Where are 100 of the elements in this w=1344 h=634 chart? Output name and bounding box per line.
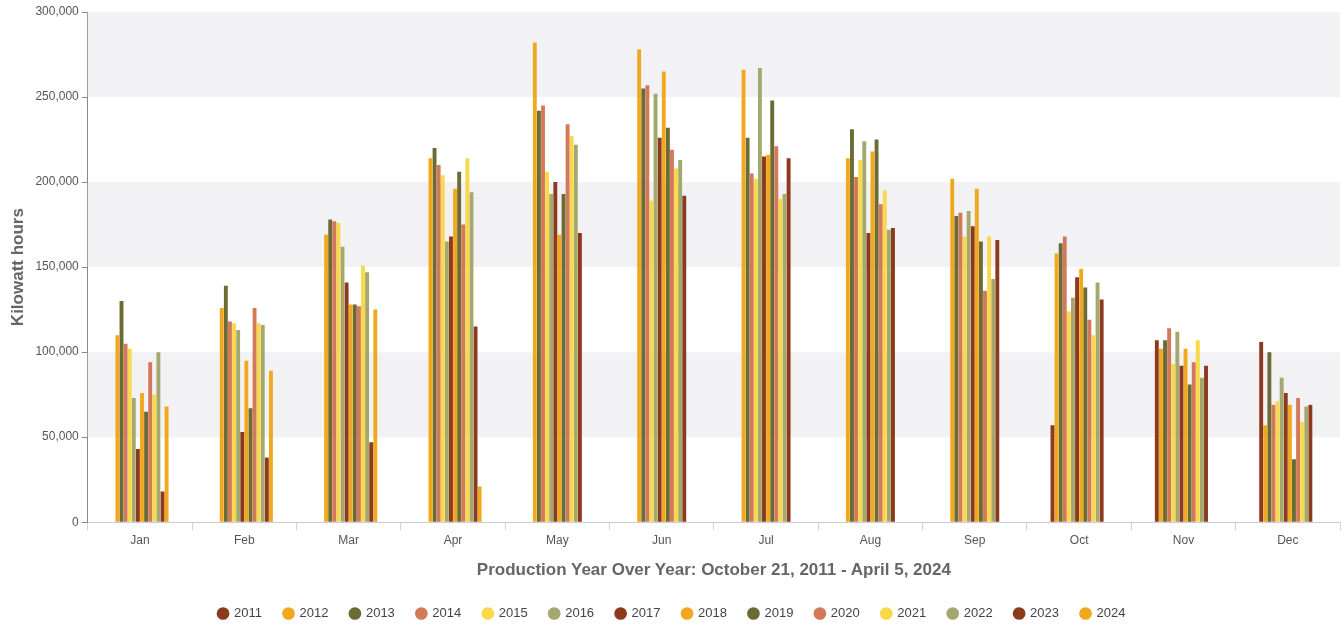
bar — [123, 343, 128, 522]
bar — [348, 304, 353, 522]
bar — [1099, 299, 1104, 522]
bar — [974, 188, 979, 522]
bar — [436, 165, 441, 522]
bar — [219, 307, 224, 522]
bar — [882, 190, 887, 522]
bar — [987, 236, 992, 522]
bar — [749, 173, 754, 522]
bar — [757, 68, 762, 522]
bar — [637, 49, 642, 522]
bar — [148, 362, 153, 522]
bar — [356, 306, 361, 522]
bar — [966, 210, 971, 522]
bar — [432, 148, 437, 522]
x-tick-label: Jan — [130, 532, 150, 547]
bar — [653, 93, 658, 522]
bar — [1158, 348, 1163, 522]
bar — [1292, 459, 1296, 522]
bar — [440, 175, 445, 522]
bar — [850, 129, 854, 522]
bar — [1275, 401, 1280, 522]
bar — [678, 159, 683, 522]
legend-label: 2014 — [432, 605, 462, 621]
bar — [557, 234, 562, 522]
bar — [240, 432, 245, 522]
bar — [1283, 392, 1288, 522]
bar — [135, 449, 140, 522]
legend-label: 2015 — [498, 605, 528, 621]
bar — [269, 370, 273, 522]
bar — [858, 159, 863, 522]
bar — [891, 227, 895, 522]
bar — [1071, 297, 1075, 522]
bar — [457, 171, 462, 522]
bar — [256, 323, 261, 522]
bar — [332, 221, 337, 522]
bar — [862, 141, 867, 522]
legend-label: 2024 — [1096, 605, 1126, 621]
bar — [156, 352, 161, 522]
y-tick-label: 200,000 — [35, 174, 80, 189]
bar — [983, 290, 987, 522]
bar — [1267, 352, 1272, 522]
bar — [144, 411, 149, 522]
bar — [1304, 406, 1309, 522]
bar — [365, 272, 370, 522]
bar — [1279, 377, 1284, 522]
bar — [1058, 243, 1063, 522]
bar — [854, 176, 859, 522]
y-tick-label: 250,000 — [35, 89, 80, 104]
x-tick-label: Apr — [443, 532, 463, 547]
bar — [477, 486, 482, 522]
bar — [762, 156, 766, 522]
bar — [1287, 404, 1292, 522]
bar — [465, 158, 470, 522]
bar — [244, 360, 249, 522]
bar — [573, 144, 578, 522]
bar — [352, 304, 357, 522]
bar — [115, 335, 120, 522]
x-tick-label: Feb — [233, 532, 255, 547]
legend-label: 2013 — [365, 605, 395, 621]
bar — [577, 233, 582, 522]
legend-label: 2022 — [963, 605, 993, 621]
bar — [1300, 421, 1305, 522]
x-tick-label: May — [546, 532, 569, 547]
bar — [373, 309, 378, 522]
bar — [1308, 404, 1313, 522]
bar — [958, 212, 963, 522]
bar — [473, 326, 478, 522]
bar — [954, 216, 959, 522]
bar — [1095, 282, 1100, 522]
bar — [541, 105, 545, 522]
bar — [127, 348, 132, 522]
bar — [1296, 398, 1301, 522]
bar — [1191, 362, 1196, 522]
bar — [1154, 340, 1159, 522]
bar — [950, 178, 955, 522]
bar — [1087, 319, 1092, 522]
bar — [252, 307, 257, 522]
bar — [140, 392, 144, 522]
bar — [1171, 364, 1176, 522]
bar — [661, 71, 666, 522]
x-tick-label: Jun — [652, 532, 672, 547]
bar — [1199, 377, 1204, 522]
bar — [845, 158, 850, 522]
bar — [753, 178, 758, 522]
bar — [970, 226, 975, 522]
bar — [766, 154, 771, 522]
bar — [549, 193, 554, 522]
bar — [1187, 384, 1192, 522]
x-tick-label: Mar — [338, 532, 359, 547]
y-tick-label: 50,000 — [42, 429, 80, 444]
x-tick-label: Aug — [859, 532, 882, 547]
legend-label: 2011 — [234, 605, 263, 621]
bar — [874, 139, 879, 522]
bar — [1179, 365, 1184, 522]
x-tick-label: Nov — [1172, 532, 1195, 547]
bar — [991, 279, 996, 522]
bar — [152, 394, 157, 522]
bar — [1054, 253, 1059, 522]
x-tick-label: Jul — [758, 532, 774, 547]
